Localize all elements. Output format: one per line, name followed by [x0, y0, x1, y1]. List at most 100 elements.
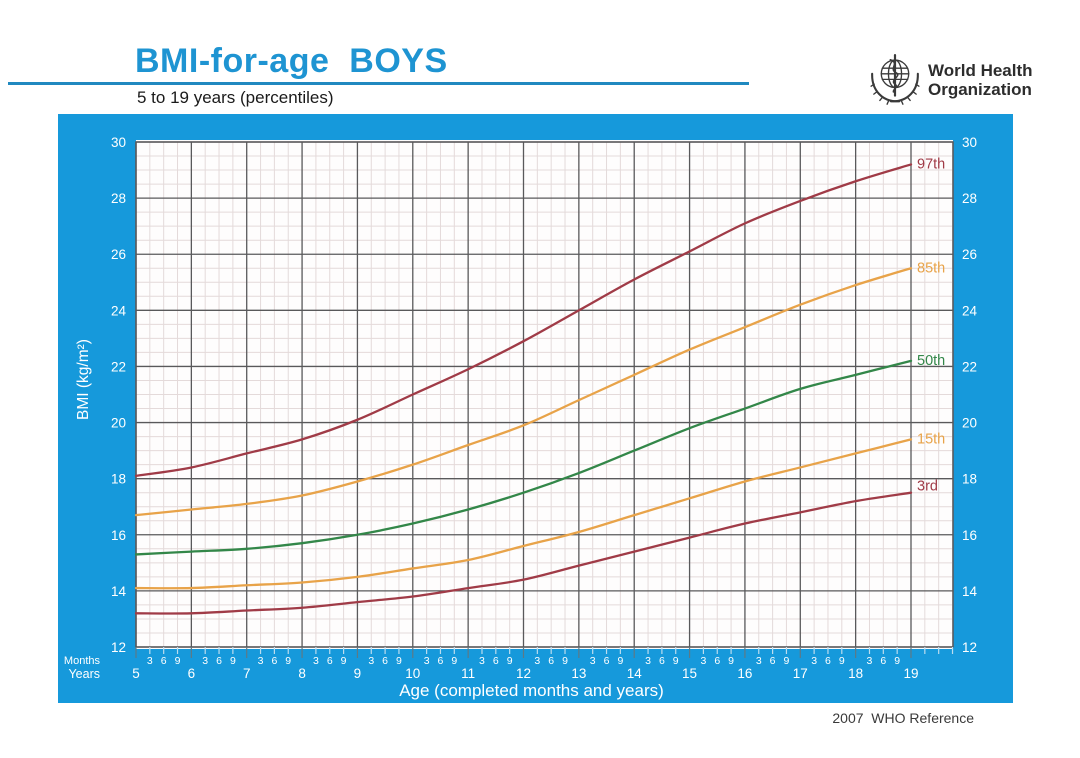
year-label-7: 7: [243, 666, 251, 681]
year-label-15: 15: [682, 666, 697, 681]
month-label: 3: [424, 655, 430, 667]
month-label: 3: [645, 655, 651, 667]
month-label: 3: [368, 655, 374, 667]
month-label: 3: [867, 655, 873, 667]
month-label: 6: [161, 655, 167, 667]
month-label: 9: [728, 655, 734, 667]
curve-label-97th: 97th: [917, 156, 945, 172]
year-label-6: 6: [188, 666, 196, 681]
month-label: 9: [175, 655, 181, 667]
year-label-11: 11: [461, 666, 475, 681]
month-label: 6: [880, 655, 886, 667]
reference-note: 2007 WHO Reference: [832, 710, 974, 726]
y-tick-right-30: 30: [962, 135, 977, 150]
year-label-5: 5: [132, 666, 140, 681]
month-label: 9: [839, 655, 845, 667]
year-label-17: 17: [793, 666, 808, 681]
y-tick-right-24: 24: [962, 303, 978, 318]
month-label: 3: [534, 655, 540, 667]
y-tick-left-18: 18: [111, 472, 126, 487]
curve-50th: [134, 359, 913, 556]
year-label-9: 9: [354, 666, 362, 681]
month-label: 9: [451, 655, 457, 667]
y-tick-left-16: 16: [111, 528, 126, 543]
y-tick-right-28: 28: [962, 191, 977, 206]
month-label: 9: [230, 655, 236, 667]
who-emblem-icon: [870, 53, 920, 105]
title-underline: [8, 82, 749, 85]
curve-label-85th: 85th: [917, 260, 945, 276]
curve-15th: [134, 438, 913, 590]
month-label: 9: [894, 655, 900, 667]
month-label: 3: [811, 655, 817, 667]
month-label: 9: [784, 655, 790, 667]
y-tick-left-20: 20: [111, 416, 126, 431]
curve-label-50th: 50th: [917, 353, 945, 369]
month-label: 9: [341, 655, 347, 667]
y-tick-right-12: 12: [962, 640, 977, 655]
month-label: 6: [825, 655, 831, 667]
month-label: 9: [285, 655, 291, 667]
year-label-14: 14: [627, 666, 643, 681]
month-label: 3: [258, 655, 264, 667]
month-label: 3: [700, 655, 706, 667]
month-label: 9: [617, 655, 623, 667]
month-label: 6: [659, 655, 665, 667]
month-label: 3: [479, 655, 485, 667]
page-title: BMI-for-age BOYS: [135, 42, 448, 80]
month-label: 6: [714, 655, 720, 667]
month-label: 6: [382, 655, 388, 667]
months-row-label: Months: [64, 655, 101, 667]
month-label: 3: [313, 655, 319, 667]
y-tick-left-26: 26: [111, 247, 126, 262]
month-label: 3: [147, 655, 153, 667]
y-tick-right-18: 18: [962, 472, 977, 487]
who-logo-line2: Organization: [928, 80, 1032, 99]
y-tick-right-16: 16: [962, 528, 977, 543]
y-tick-right-20: 20: [962, 416, 977, 431]
page-subtitle: 5 to 19 years (percentiles): [137, 88, 334, 107]
month-label: 6: [604, 655, 610, 667]
years-row-label: Years: [68, 667, 100, 681]
month-label: 6: [493, 655, 499, 667]
y-tick-left-22: 22: [111, 359, 126, 374]
x-axis-title: Age (completed months and years): [399, 681, 664, 700]
curve-label-3rd: 3rd: [917, 479, 938, 495]
month-label: 3: [756, 655, 762, 667]
curve-label-15th: 15th: [917, 431, 945, 447]
month-label: 6: [438, 655, 444, 667]
y-tick-left-12: 12: [111, 640, 126, 655]
who-logo-text: World Health Organization: [928, 61, 1033, 99]
plot-frame: [135, 141, 954, 648]
y-tick-left-28: 28: [111, 191, 126, 206]
month-label: 9: [562, 655, 568, 667]
who-logo: World Health Organization: [868, 52, 1078, 108]
curve-3rd: [134, 491, 913, 615]
y-tick-left-14: 14: [111, 584, 127, 599]
year-label-13: 13: [571, 666, 586, 681]
y-tick-right-22: 22: [962, 359, 977, 374]
month-label: 6: [327, 655, 333, 667]
month-label: 6: [770, 655, 776, 667]
year-label-18: 18: [848, 666, 863, 681]
year-label-16: 16: [737, 666, 752, 681]
month-label: 3: [202, 655, 208, 667]
y-tick-left-24: 24: [111, 303, 127, 318]
month-label: 9: [507, 655, 513, 667]
year-label-10: 10: [405, 666, 420, 681]
bmi-chart: 97th 85th 50th 15th 3rd 30 30 28 28 26 26 24 24 22 22 2…: [64, 135, 978, 700]
year-label-12: 12: [516, 666, 531, 681]
curve-85th: [134, 267, 913, 517]
month-label: 6: [548, 655, 554, 667]
year-label-19: 19: [903, 666, 918, 681]
y-tick-right-14: 14: [962, 584, 978, 599]
y-axis-title: BMI (kg/m²): [75, 339, 92, 420]
month-label: 6: [271, 655, 277, 667]
month-label: 3: [590, 655, 596, 667]
y-tick-left-30: 30: [111, 135, 126, 150]
year-label-8: 8: [298, 666, 306, 681]
chart-panel: 97th 85th 50th 15th 3rd 30 30 28 28 26 26 24 24 22 22 2…: [58, 114, 1013, 703]
y-tick-right-26: 26: [962, 247, 977, 262]
who-logo-line1: World Health: [928, 61, 1033, 80]
